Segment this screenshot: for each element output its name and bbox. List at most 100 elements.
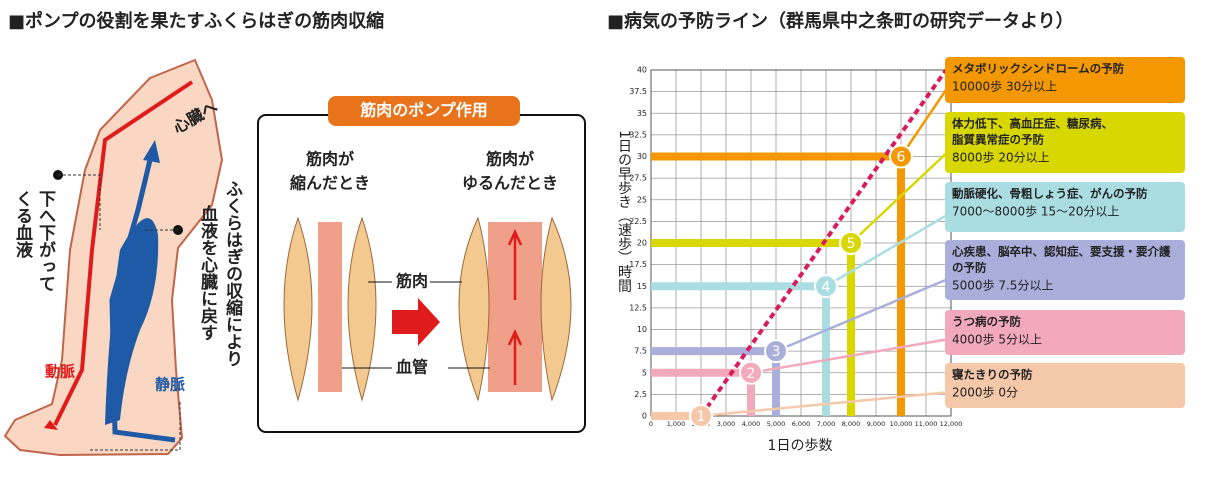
level-bar [651,368,751,377]
muscle [540,216,572,402]
artery-arrow [44,420,58,430]
return-label: ふくらはぎの収縮により [222,180,243,367]
point-label: 4 [822,279,831,295]
y-tick-label: 10 [637,325,647,334]
y-tick-label: 5 [642,368,647,377]
vessel-narrow [318,222,342,392]
vein-line [109,159,176,443]
y-tick-label: 40 [637,66,647,75]
y-tick-label: 27.5 [629,174,647,183]
connector [750,338,949,374]
x-tick-label: 1,000 [667,420,686,428]
change-arrow [392,298,440,346]
y-tick-label: 2.5 [634,390,647,399]
return-label: 血液を心臓に戻す [197,204,218,341]
annotation-detail: 10000歩 30分以上 [952,79,1057,94]
step-bar [897,156,905,416]
artery-label: 動脈 [45,363,75,381]
state-label: 筋肉が [485,150,534,169]
state-label: ゆるんだとき [462,174,558,193]
point [889,144,913,169]
point-label: 3 [772,344,781,360]
left-title: ■ポンプの役割を果たすふくらはぎの筋肉収縮 [8,10,384,32]
connector [850,150,949,244]
pump-box-title: 筋肉のポンプ作用 [359,101,488,120]
level-bar [651,282,826,291]
x-tick-label: 3,000 [717,420,736,428]
label-line [430,281,490,369]
point [739,360,763,385]
annotation-title: の予防 [952,261,987,275]
x-axis-label: 1日の歩数 [768,438,833,454]
y-tick-label: 12.5 [629,303,647,312]
x-tick-label: 0 [649,420,653,428]
point-label: 6 [897,150,906,166]
annotation-detail: 2000歩 0分 [952,385,1018,400]
annotation-detail: 8000歩 20分以上 [952,150,1050,165]
connector [825,213,949,288]
down-label: くる血液 [12,190,33,259]
flow-arrow [507,229,523,385]
point-label: 1 [697,409,706,425]
artery-line [53,80,194,426]
y-tick-label: 30 [637,152,647,161]
connector [775,277,949,353]
step-bar [847,243,855,416]
step-bar [747,372,755,416]
down-label: 下へ下がって [35,190,56,292]
vein-arrow [143,140,160,163]
x-tick-label: 8,000 [842,420,861,428]
annotation-title: うつ病の予防 [952,315,1021,329]
annotation-box [945,363,1185,408]
point [839,231,863,255]
step-bar [772,351,780,416]
annotation-title: 体力低下、高血圧症、糖尿病、 [952,117,1113,131]
x-tick-label: 4,000 [742,420,761,428]
connector [899,86,950,158]
level-bar [651,347,776,356]
annotation-box [945,310,1185,355]
trend-line [699,68,948,418]
annotation-title: 寝たきりの予防 [952,368,1033,382]
state-label: 縮んだとき [290,174,370,193]
point [814,274,838,299]
step-bar [822,286,830,416]
state-label: 筋肉が [305,150,354,169]
y-tick-label: 0 [642,412,647,421]
vein-label: 静脈 [155,376,185,394]
pump-box-tag [328,96,520,126]
annotation-box [945,182,1185,232]
annotation-box [945,57,1185,103]
y-tick-label: 17.5 [629,260,647,269]
x-tick-label: 7,000 [817,420,836,428]
annotation-box [945,240,1185,300]
level-bar [651,152,901,161]
y-tick-label: 35 [637,109,647,118]
vessel-label: 血管 [396,358,428,377]
annotation-box [945,112,1185,173]
muscle [283,216,313,402]
label-line [342,281,392,369]
annotation-title: 動脈硬化、骨粗しょう症、がんの予防 [952,187,1148,201]
annotation-title: 心疾患、脳卒中、認知症、要支援・要介護 [952,245,1171,259]
point-label: 2 [747,366,756,382]
muscle [458,216,490,402]
x-tick-label: 11,000 [915,420,938,428]
point [764,339,788,364]
pointer-line [58,174,101,230]
y-tick-label: 20 [637,239,647,248]
pointer-line [90,229,181,451]
muscle [347,216,377,402]
annotation-title: メタボリックシンドロームの予防 [952,62,1125,76]
x-tick-label: 12,000 [940,420,963,428]
annotation-detail: 7000〜8000歩 15〜20分以上 [952,204,1119,219]
point [689,404,713,428]
annotation-detail: 5000歩 7.5分以上 [952,278,1053,293]
chart-title: ■病気の予防ライン（群馬県中之条町の研究データより） [607,10,1074,32]
y-tick-label: 32.5 [629,130,647,139]
x-tick-label: 6,000 [792,420,811,428]
annotation-detail: 4000歩 5分以上 [952,332,1042,347]
connector [700,391,949,418]
